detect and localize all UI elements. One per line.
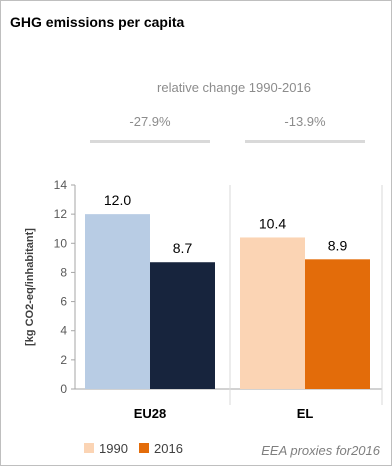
bar-el-1990 [240,237,305,389]
bar-eu28-1990 [85,214,150,389]
legend: 1990 2016 [84,441,183,456]
source-note: EEA proxies for2016 [261,443,381,458]
y-tick-label: 8 [60,265,67,279]
y-tick-label: 12 [54,207,68,221]
data-labels: 12.0 8.7 10.4 8.9 [104,192,348,256]
chart-title: GHG emissions per capita [10,14,184,30]
relative-change-label: -13.9% [284,114,326,129]
y-tick-label: 10 [54,236,68,250]
change-underline [90,140,210,143]
data-label: 8.7 [173,240,193,256]
data-label: 12.0 [104,192,131,208]
y-tick-label: 14 [54,178,68,192]
legend-swatch [84,443,94,453]
change-underline [245,140,365,143]
legend-entry: 1990 [99,441,128,456]
y-tick-label: 6 [60,295,67,309]
category-label: EL [297,406,314,421]
chart-subtitle: relative change 1990-2016 [157,80,311,95]
bar-eu28-2016 [150,262,215,389]
y-tick-label: 0 [60,382,67,396]
bar-el-2016 [305,259,370,389]
y-tick-label: 4 [60,324,67,338]
bars [85,214,370,389]
data-label: 8.9 [328,237,348,253]
legend-entry: 2016 [154,441,183,456]
y-axis-label: [kg CO2-eq/inhabitant] [24,228,36,346]
change-labels: -27.9% -13.9% [90,114,365,143]
relative-change-label: -27.9% [129,114,171,129]
y-tick-label: 2 [60,353,67,367]
data-label: 10.4 [259,215,286,231]
category-label: EU28 [134,406,167,421]
legend-swatch [139,443,149,453]
category-labels: EU28 EL [134,406,314,421]
